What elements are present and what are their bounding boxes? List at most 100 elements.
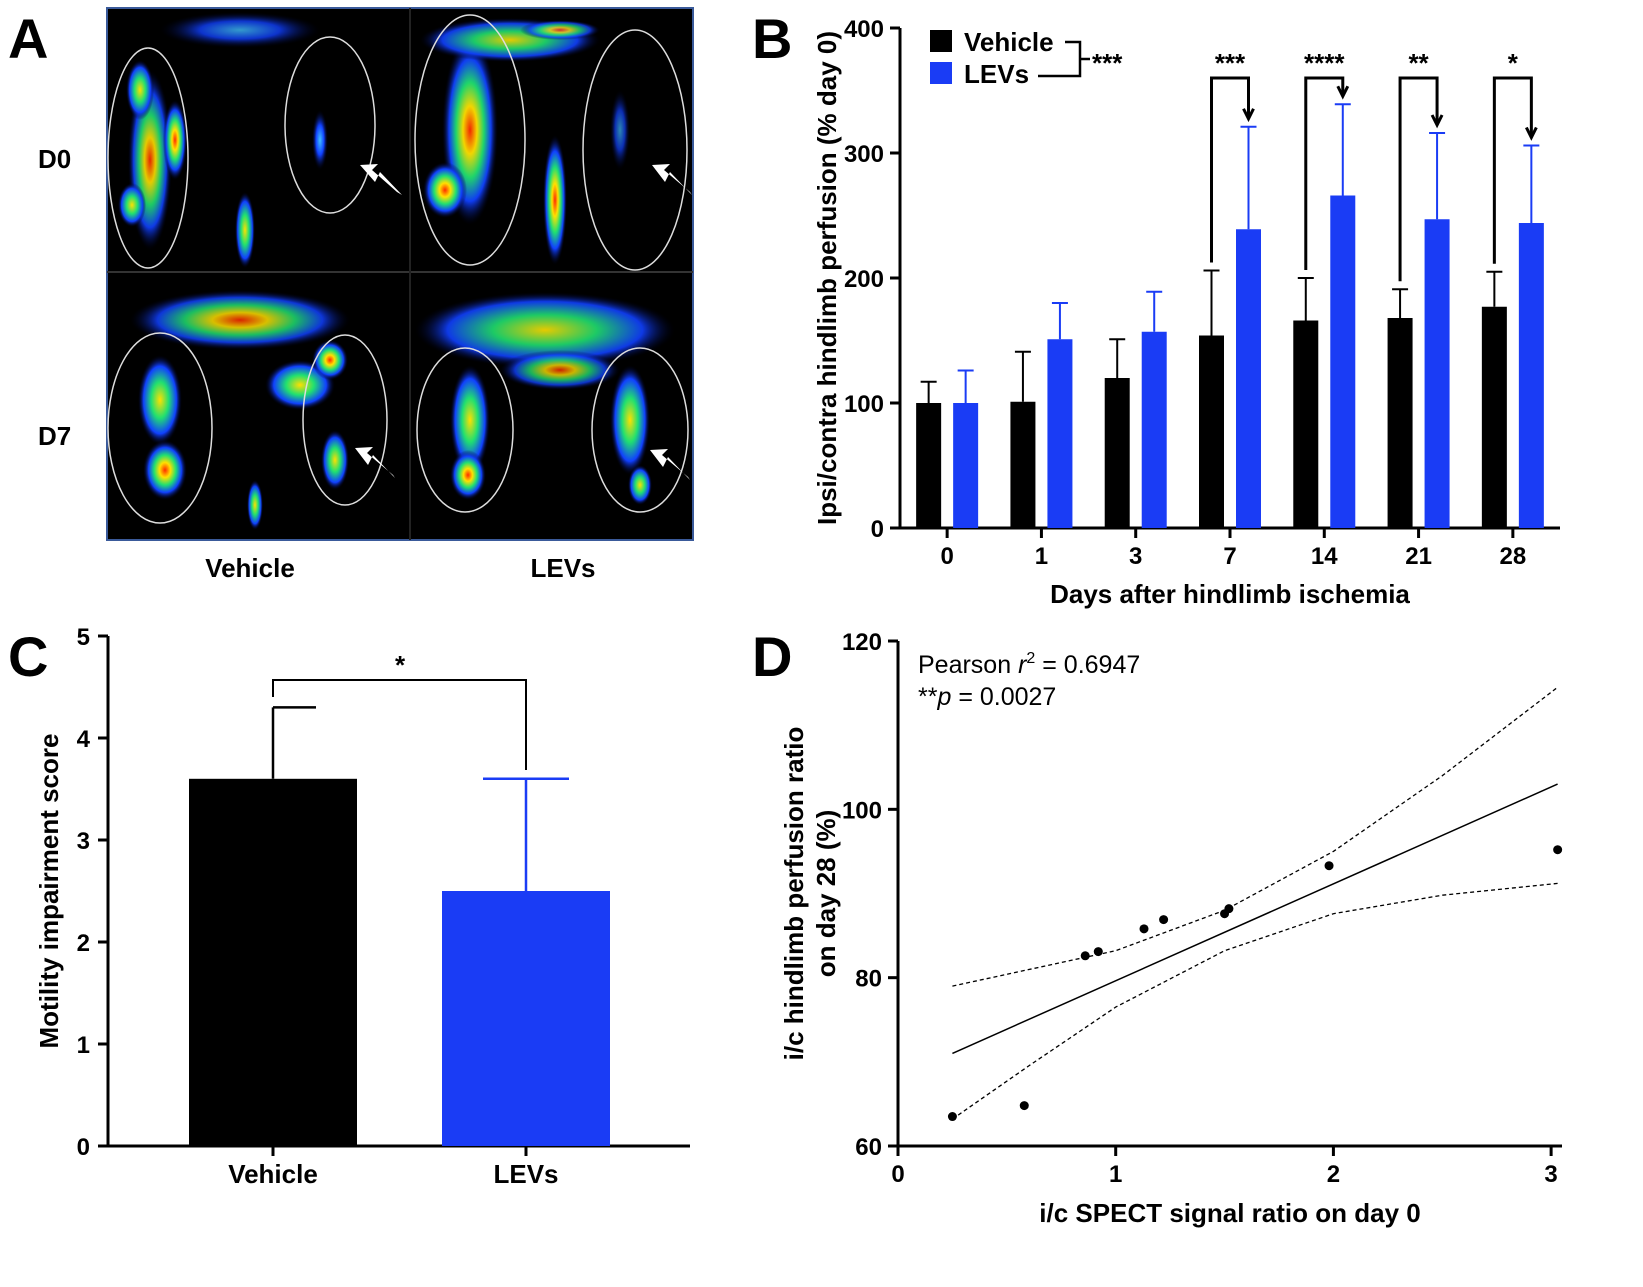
legend-swatch-vehicle <box>930 30 952 52</box>
bracket-arrow-icon <box>1430 114 1444 129</box>
x-tick-label: 1 <box>1109 1161 1122 1188</box>
bar-vehicle <box>1199 335 1224 528</box>
bar-vehicle <box>916 403 942 528</box>
significance-bracket <box>1398 76 1439 282</box>
regression-line <box>952 783 1558 1055</box>
y-tick-label: 0 <box>871 516 884 543</box>
significance-bracket <box>1492 76 1533 264</box>
x-axis-title: i/c SPECT signal ratio on day 0 <box>1039 1198 1420 1228</box>
significance-label: * <box>1508 48 1519 78</box>
x-tick-label: Vehicle <box>228 1159 318 1189</box>
scan-levs-d0 <box>414 14 692 271</box>
r-symbol: r <box>1018 651 1028 679</box>
column-label-vehicle: Vehicle <box>205 553 295 583</box>
y-tick-label: 100 <box>844 391 884 418</box>
significance-bracket <box>1210 76 1250 263</box>
y-tick-label: 1 <box>77 1032 90 1059</box>
data-point <box>1019 1101 1029 1111</box>
row-label-d0: D0 <box>38 144 71 174</box>
bar-levs <box>953 403 979 528</box>
y-tick-label: 60 <box>855 1134 882 1161</box>
data-point <box>1553 845 1563 855</box>
x-tick-label: 21 <box>1405 543 1432 570</box>
x-tick-label: 28 <box>1500 543 1527 570</box>
x-tick-label: 1 <box>1035 543 1048 570</box>
x-tick-label: 2 <box>1327 1161 1340 1188</box>
bar-vehicle <box>1387 318 1413 528</box>
r-superscript: 2 <box>1026 650 1035 667</box>
panel-d-label: D <box>752 625 792 688</box>
panel-c-label: C <box>8 625 48 688</box>
x-tick-label: 7 <box>1223 543 1236 570</box>
bar-levs <box>442 891 610 1146</box>
bar-levs <box>1424 219 1450 528</box>
row-label-d7: D7 <box>38 421 71 451</box>
significance-label: * <box>395 650 406 680</box>
p-stars: ** <box>918 683 938 711</box>
bar-vehicle <box>1481 306 1507 528</box>
significance-label: ** <box>1408 48 1429 78</box>
r-value: = 0.6947 <box>1035 651 1140 679</box>
ci-upper-line <box>952 686 1558 987</box>
arrow-icon <box>652 164 692 195</box>
legend-significance: *** <box>1092 48 1123 78</box>
bar-vehicle <box>1010 401 1036 528</box>
y-tick-label: 2 <box>77 930 90 957</box>
y-tick-label: 200 <box>844 266 884 293</box>
x-tick-label: 14 <box>1311 543 1338 570</box>
legend-label-vehicle: Vehicle <box>964 27 1054 57</box>
y-axis-title-line-1: i/c hindlimb perfusion ratio <box>779 727 809 1061</box>
panel-a: A <box>8 7 694 583</box>
y-tick-label: 5 <box>77 624 90 651</box>
data-point <box>1224 904 1234 914</box>
y-tick-label: 3 <box>77 828 90 855</box>
bar-levs <box>1236 229 1261 528</box>
bracket-arrow-icon <box>1336 85 1350 100</box>
chart-c: 0 1 2 3 4 5 Vehicle LEVs * Motility impairment sc… <box>34 624 690 1189</box>
scan-image-frame <box>106 7 694 541</box>
x-tick-label: 3 <box>1129 543 1142 570</box>
data-point <box>1080 951 1090 961</box>
significance-label: **** <box>1304 48 1345 78</box>
panel-c: C 0 1 2 3 4 5 Vehicle LEVs * Motility impairment … <box>8 624 690 1189</box>
panel-a-label: A <box>8 7 48 70</box>
panel-b-label: B <box>752 7 792 70</box>
bar-vehicle <box>189 778 357 1146</box>
x-tick-label: 0 <box>940 543 953 570</box>
arrow-icon <box>650 449 690 480</box>
bar-levs <box>1141 331 1167 528</box>
x-tick-label: 0 <box>891 1161 904 1188</box>
bracket-arrow-icon <box>1525 126 1538 141</box>
p-value-annotation: **p = 0.0027 <box>918 683 1056 711</box>
column-label-levs: LEVs <box>530 553 595 583</box>
significance-bracket <box>1304 76 1345 270</box>
bar-levs <box>1047 339 1073 528</box>
ci-lower-line <box>952 882 1558 1120</box>
y-tick-label: 80 <box>855 966 882 993</box>
bracket-arrow-icon <box>1242 108 1255 123</box>
x-tick-label: LEVs <box>493 1159 558 1189</box>
data-point <box>1159 915 1169 925</box>
significance-label: *** <box>1215 48 1246 78</box>
x-axis-title: Days after hindlimb ischemia <box>1050 579 1410 609</box>
y-tick-label: 120 <box>842 629 882 656</box>
bar-vehicle <box>1104 378 1130 528</box>
p-symbol: p <box>936 683 951 711</box>
pearson-prefix: Pearson <box>918 651 1018 679</box>
data-point <box>1324 861 1334 871</box>
y-tick-label: 300 <box>844 141 884 168</box>
arrow-icon <box>355 447 395 478</box>
scan-vehicle-d0 <box>107 12 402 269</box>
pearson-annotation: Pearson r2 = 0.6947 <box>918 650 1140 679</box>
y-tick-label: 4 <box>77 726 91 753</box>
arrow-icon <box>360 164 402 195</box>
legend-swatch-levs <box>930 62 952 84</box>
data-point <box>947 1112 957 1122</box>
bar-levs <box>1518 223 1544 528</box>
y-axis-title: Ipsi/contra hindlimb perfusion (% day 0) <box>812 31 842 525</box>
